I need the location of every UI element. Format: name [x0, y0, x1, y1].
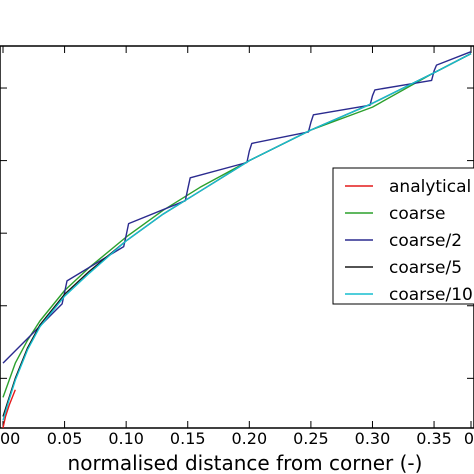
series-layer [2, 51, 472, 429]
x-tick-label: 0 [464, 429, 474, 448]
x-tick-label: 0.20 [232, 429, 268, 448]
legend-box [332, 167, 474, 305]
x-tick-label: 0.30 [355, 429, 391, 448]
x-tick-label: 0.25 [293, 429, 329, 448]
legend-label: coarse [389, 204, 445, 224]
x-tick-label: 0.05 [47, 429, 83, 448]
x-tick-label: 00 [0, 429, 20, 448]
series-line-analytical [2, 389, 16, 429]
x-tick-label: 0.35 [416, 429, 452, 448]
legend-label: coarse/5 [389, 258, 462, 278]
legend-items: analytical coarse coarse/2 coarse/5 coarse/1… [345, 177, 474, 305]
legend-label: analytical [389, 177, 471, 197]
y-axis-ticks [0, 87, 474, 379]
legend-label: coarse/2 [389, 231, 462, 251]
legend: analytical coarse coarse/2 coarse/5 coarse/1… [332, 167, 474, 305]
x-tick-label: 0.15 [170, 429, 206, 448]
x-tick-label: 0.10 [108, 429, 144, 448]
x-axis-label: normalised distance from corner (-) [68, 451, 423, 474]
x-axis-ticks: 00 0.05 0.10 0.15 0.20 0.25 0.30 0.35 0 [0, 46, 474, 448]
legend-label: coarse/100 [389, 285, 474, 305]
series-line-coarse-100 [2, 52, 472, 421]
